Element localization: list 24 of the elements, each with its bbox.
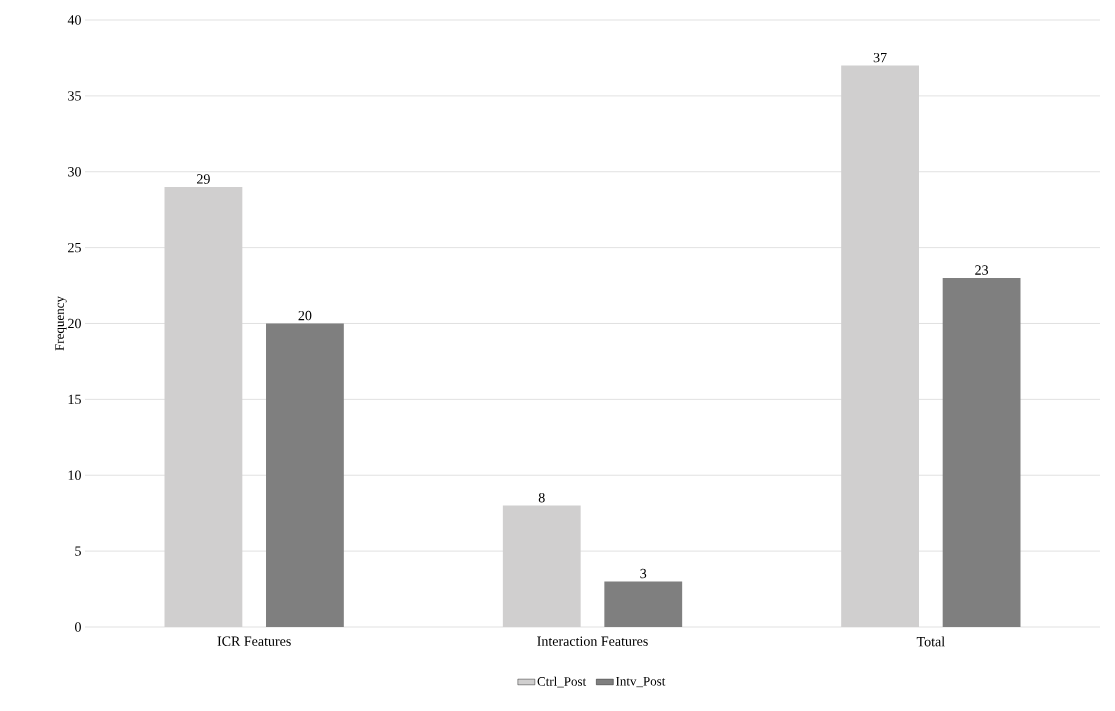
y-tick-label: 5: [75, 546, 81, 556]
x-tick-label: ICR Features: [217, 636, 291, 646]
data-label: 3: [640, 568, 647, 579]
data-label: 37: [873, 52, 887, 63]
x-tick-label: Interaction Features: [537, 636, 648, 646]
data-label: 29: [197, 174, 210, 184]
y-tick-label: 0: [75, 622, 81, 632]
data-label: 23: [975, 265, 989, 275]
y-tick-label: 25: [68, 242, 81, 253]
bar: [266, 323, 344, 627]
y-tick-label: 35: [68, 91, 81, 101]
y-tick-label: 30: [68, 167, 81, 177]
y-tick-label: 20: [68, 318, 81, 329]
y-tick-label: 15: [68, 394, 81, 405]
x-tick-label: Total: [916, 636, 945, 647]
y-axis-title: Frequency: [55, 296, 67, 351]
y-tick-label: 10: [68, 470, 81, 480]
bar: [942, 277, 1021, 627]
y-tick-label: 40: [67, 15, 81, 25]
legend-label: Intv_Post: [616, 676, 666, 688]
data-label: 8: [538, 492, 545, 503]
legend-label: Ctrl_Post: [537, 676, 587, 688]
data-label: 20: [298, 310, 312, 321]
bar: [604, 581, 683, 627]
